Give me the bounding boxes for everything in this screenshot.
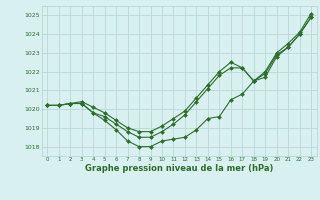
X-axis label: Graphe pression niveau de la mer (hPa): Graphe pression niveau de la mer (hPa): [85, 164, 273, 173]
